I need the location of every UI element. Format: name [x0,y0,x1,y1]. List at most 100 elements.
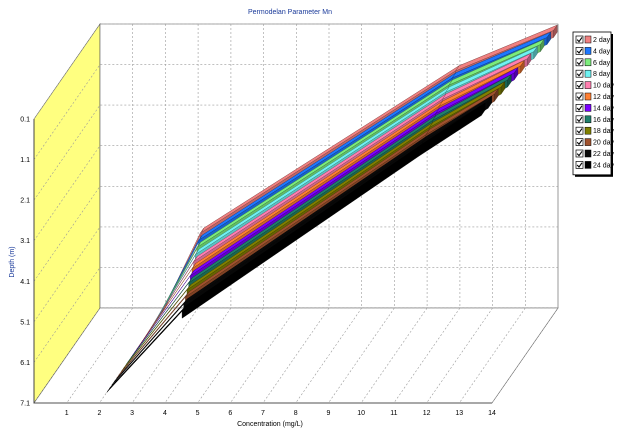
y-tick-label: 4.1 [20,279,30,286]
legend-checkbox [575,138,584,146]
legend-item[interactable]: 2 day [575,35,611,44]
series-end-cap [527,52,532,67]
legend-swatch [584,161,592,169]
legend-label: 22 day [593,151,615,158]
legend-checkbox [575,69,584,78]
grid-line-y [33,226,558,323]
y-tick-label: 7.1 [20,401,30,408]
grid-line-y [33,23,558,120]
legend-item[interactable]: 20 day [575,138,615,147]
check-icon [576,162,583,168]
legend-swatch [584,126,592,135]
grid-line-y [33,64,558,160]
legend-swatch [584,58,592,67]
check-icon [576,105,583,111]
legend-item[interactable]: 14 day [575,104,615,112]
legend-swatch [584,149,592,158]
series-end-cap [520,59,525,74]
legend-item[interactable]: 22 day [575,149,615,158]
legend-checkbox [575,58,584,67]
series-ribbon-face [111,298,188,386]
legend: 2 day 4 day 6 day 8 day 10 day 12 day 14 day 16… [572,31,615,177]
chart-title: Permodelan Parameter Mn [248,9,332,16]
legend-label: 6 day [593,60,611,67]
check-icon [576,48,583,54]
series-end-cap [481,102,486,117]
series-line [106,102,486,393]
legend-label: 16 day [593,117,615,124]
legend-swatch [584,69,592,78]
grid-line-x [328,24,395,404]
series-end-cap [540,38,545,53]
series-end-cap [553,24,558,39]
check-icon [576,139,583,146]
check-icon [576,116,583,123]
series-end-cap [500,81,505,95]
legend-label: 18 day [593,128,615,135]
y-tick-label: 1.1 [20,157,30,164]
legend-label: 4 day [593,48,611,55]
y-tick-label: 6.1 [20,360,30,367]
legend-checkbox [575,149,584,158]
chart-series [106,24,558,393]
legend-label: 10 day [593,83,615,90]
legend-item[interactable]: 18 day [575,126,615,135]
check-icon [576,82,583,89]
x-tick-label: 12 [423,410,431,417]
legend-item[interactable]: 8 day [575,69,611,78]
legend-swatch [584,81,592,89]
legend-swatch [584,115,592,124]
x-tick-label: 5 [196,410,200,417]
legend-swatch [584,104,592,112]
x-axis-title: Concentration (mg/L) [237,421,303,428]
legend-label: 24 day [593,162,615,169]
legend-swatch [584,92,592,101]
x-tick-label: 2 [97,410,101,417]
x-tick-label: 8 [294,410,298,417]
series-ribbon-face [106,305,187,393]
legend-label: 8 day [593,71,611,78]
check-icon [576,59,583,66]
legend-item[interactable]: 6 day [575,58,611,67]
legend-checkbox [575,161,584,169]
grid-line-x [230,24,297,404]
legend-checkbox [575,126,584,135]
legend-swatch [584,35,592,44]
check-icon [576,151,583,157]
grid-line-y [33,307,558,404]
series-end-cap [487,95,492,109]
legend-label: 14 day [593,105,615,112]
legend-item[interactable]: 4 day [575,47,611,55]
x-tick-label: 4 [163,410,167,417]
y-tick-label: 5.1 [20,319,30,326]
legend-item[interactable]: 12 day [575,92,615,101]
grid-line-x [360,24,428,404]
check-icon [576,71,583,77]
x-tick-label: 3 [130,410,134,417]
x-tick-label: 1 [65,410,69,417]
legend-label: 20 day [593,140,615,147]
grid-line-y [33,186,558,282]
legend-checkbox [575,92,584,101]
legend-checkbox [575,104,584,112]
legend-swatch [584,138,592,146]
x-tick-label: 13 [455,410,463,417]
check-icon [576,94,583,100]
legend-checkbox [575,81,584,89]
legend-checkbox [575,35,584,44]
check-icon [576,128,583,134]
x-tick-label: 7 [261,410,265,417]
grid-line-x [164,24,232,404]
y-tick-label: 0.1 [20,117,30,124]
legend-item[interactable]: 10 day [575,81,615,90]
series-ribbon-side [181,148,420,319]
series-end-cap [494,88,499,102]
legend-item[interactable]: 24 day [575,161,615,169]
legend-label: 2 day [593,37,611,44]
grid-line-x [393,24,461,404]
y-tick-label: 3.1 [20,238,30,245]
x-tick-label: 11 [390,410,397,417]
legend-item[interactable]: 16 day [575,115,615,124]
series-end-cap [546,31,551,46]
